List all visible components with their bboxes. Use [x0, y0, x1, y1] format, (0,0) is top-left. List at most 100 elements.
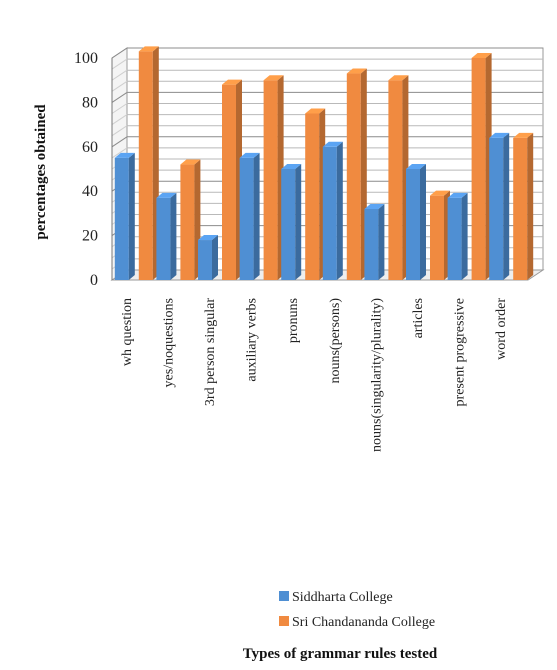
- bar-siddharta-9-front: [489, 137, 504, 280]
- bar-siddharta-2: [198, 235, 218, 280]
- bar-sri-chandananda-4-top: [305, 108, 326, 114]
- bar-siddharta-0-side: [128, 152, 135, 280]
- x-category-label: 3rd person singular: [203, 298, 218, 406]
- grid-line-side: [111, 114, 128, 126]
- x-category-label: wh question: [120, 298, 135, 366]
- bar-siddharta-0-top: [114, 152, 135, 158]
- bar-siddharta-8-front: [447, 197, 462, 280]
- bar-siddharta-6-top: [364, 203, 385, 209]
- grid-line-side: [111, 103, 128, 114]
- y-tick-label: 80: [82, 94, 98, 111]
- bar-sri-chandananda-2-front: [222, 84, 236, 280]
- bar-siddharta-5-top: [322, 141, 343, 147]
- x-category-label: word order: [494, 298, 509, 360]
- bar-sri-chandananda-5-front: [346, 73, 361, 280]
- bar-siddharta-9: [489, 132, 510, 280]
- bar-siddharta-1-side: [170, 192, 177, 280]
- bar-sri-chandananda-6: [388, 75, 409, 280]
- bar-siddharta-6: [364, 203, 385, 280]
- bar-siddharta-1-top: [156, 192, 177, 198]
- bar-sri-chandananda-8-top: [471, 53, 492, 58]
- legend-label-siddharta: Siddharta College: [292, 590, 393, 605]
- bar-siddharta-4-top: [281, 164, 302, 169]
- bar-sri-chandananda-7-top: [430, 190, 450, 196]
- y-tick-label: 0: [90, 272, 98, 289]
- bar-sri-chandananda-3: [263, 75, 284, 280]
- bar-sri-chandananda-9-side: [527, 132, 534, 280]
- bar-sri-chandananda-5-top: [346, 68, 367, 74]
- bar-sri-chandananda-9-front: [513, 137, 528, 280]
- bar-siddharta-3: [239, 152, 260, 280]
- x-category-label: pronuns: [286, 298, 301, 343]
- bar-sri-chandananda-0-top: [138, 46, 159, 52]
- bar-siddharta-3-side: [253, 152, 260, 280]
- bar-siddharta-8-side: [461, 192, 468, 280]
- bar-siddharta-2-side: [212, 235, 218, 280]
- bar-sri-chandananda-1-front: [180, 164, 195, 280]
- bar-siddharta-0: [114, 152, 135, 280]
- bar-siddharta-5: [322, 141, 343, 280]
- bar-sri-chandananda-3-top: [263, 75, 284, 81]
- bar-siddharta-5-front: [322, 146, 337, 280]
- bar-siddharta-7-side: [420, 164, 426, 280]
- bar-siddharta-7-top: [406, 164, 426, 169]
- y-tick-label: 40: [82, 183, 98, 200]
- y-tick-label: 100: [74, 50, 98, 67]
- grid-line-side: [111, 136, 128, 148]
- bar-sri-chandananda-2: [222, 79, 242, 280]
- x-category-label: yes/noquestions: [161, 298, 176, 387]
- grid-line-side: [111, 69, 128, 81]
- bar-sri-chandananda-8-front: [471, 58, 486, 280]
- bar-sri-chandananda-9: [513, 132, 534, 280]
- bar-sri-chandananda-8: [471, 53, 492, 280]
- legend: Siddharta College Sri Chandananda Colleg…: [279, 590, 435, 630]
- x-category-label: nouns(singularity/plurality): [369, 298, 384, 452]
- bar-siddharta-0-front: [114, 157, 129, 280]
- bar-layer: [114, 46, 534, 281]
- legend-swatch-siddharta: [279, 591, 289, 601]
- bar-sri-chandananda-2-top: [222, 79, 242, 85]
- grid-line-side: [111, 91, 128, 103]
- bar-sri-chandananda-6-top: [388, 75, 409, 81]
- bar-sri-chandananda-4: [305, 108, 326, 280]
- y-tick-label: 20: [82, 228, 98, 245]
- bar-siddharta-4-side: [295, 164, 302, 280]
- bar-siddharta-1-front: [156, 197, 171, 280]
- bar-siddharta-7-front: [406, 169, 420, 280]
- bar-sri-chandananda-7: [430, 190, 450, 280]
- bar-siddharta-4-front: [281, 169, 296, 280]
- bar-siddharta-5-side: [336, 141, 343, 280]
- axis-layer: 0 20 40 60 80 100: [74, 50, 113, 289]
- bar-siddharta-2-front: [198, 240, 212, 280]
- label-layer: wh question yes/noquestions 3rd person sin…: [120, 298, 509, 452]
- bar-siddharta-2-top: [198, 235, 218, 241]
- bar-sri-chandananda-1: [180, 159, 201, 280]
- bar-sri-chandananda-0: [138, 46, 159, 281]
- bar-sri-chandananda-5: [346, 68, 367, 280]
- bar-siddharta-9-top: [489, 132, 510, 138]
- bar-sri-chandananda-4-front: [305, 113, 320, 280]
- x-axis-title: Types of grammar rules tested: [243, 646, 438, 662]
- bar-siddharta-8: [447, 192, 468, 280]
- legend-label-sri-chandananda: Sri Chandananda College: [292, 615, 435, 630]
- grid-line-side: [111, 47, 128, 59]
- bar-siddharta-3-front: [239, 157, 254, 280]
- bar-siddharta-6-front: [364, 208, 379, 280]
- bar-siddharta-3-top: [239, 152, 260, 158]
- bar-siddharta-4: [281, 164, 302, 280]
- bar-siddharta-7: [406, 164, 426, 280]
- x-category-label: articles: [411, 298, 426, 338]
- grid-line-side: [111, 125, 128, 137]
- bar-sri-chandananda-0-front: [138, 51, 153, 281]
- bar-sri-chandananda-3-front: [263, 80, 278, 280]
- x-category-label: auxiliary verbs: [245, 298, 260, 382]
- grid-line-side: [111, 147, 128, 159]
- bar-siddharta-8-top: [447, 192, 468, 198]
- bar-siddharta-9-side: [503, 132, 510, 280]
- bar-siddharta-6-side: [378, 203, 385, 280]
- bar-sri-chandananda-6-front: [388, 80, 403, 280]
- bar-siddharta-1: [156, 192, 177, 280]
- grid-line-side: [111, 58, 128, 70]
